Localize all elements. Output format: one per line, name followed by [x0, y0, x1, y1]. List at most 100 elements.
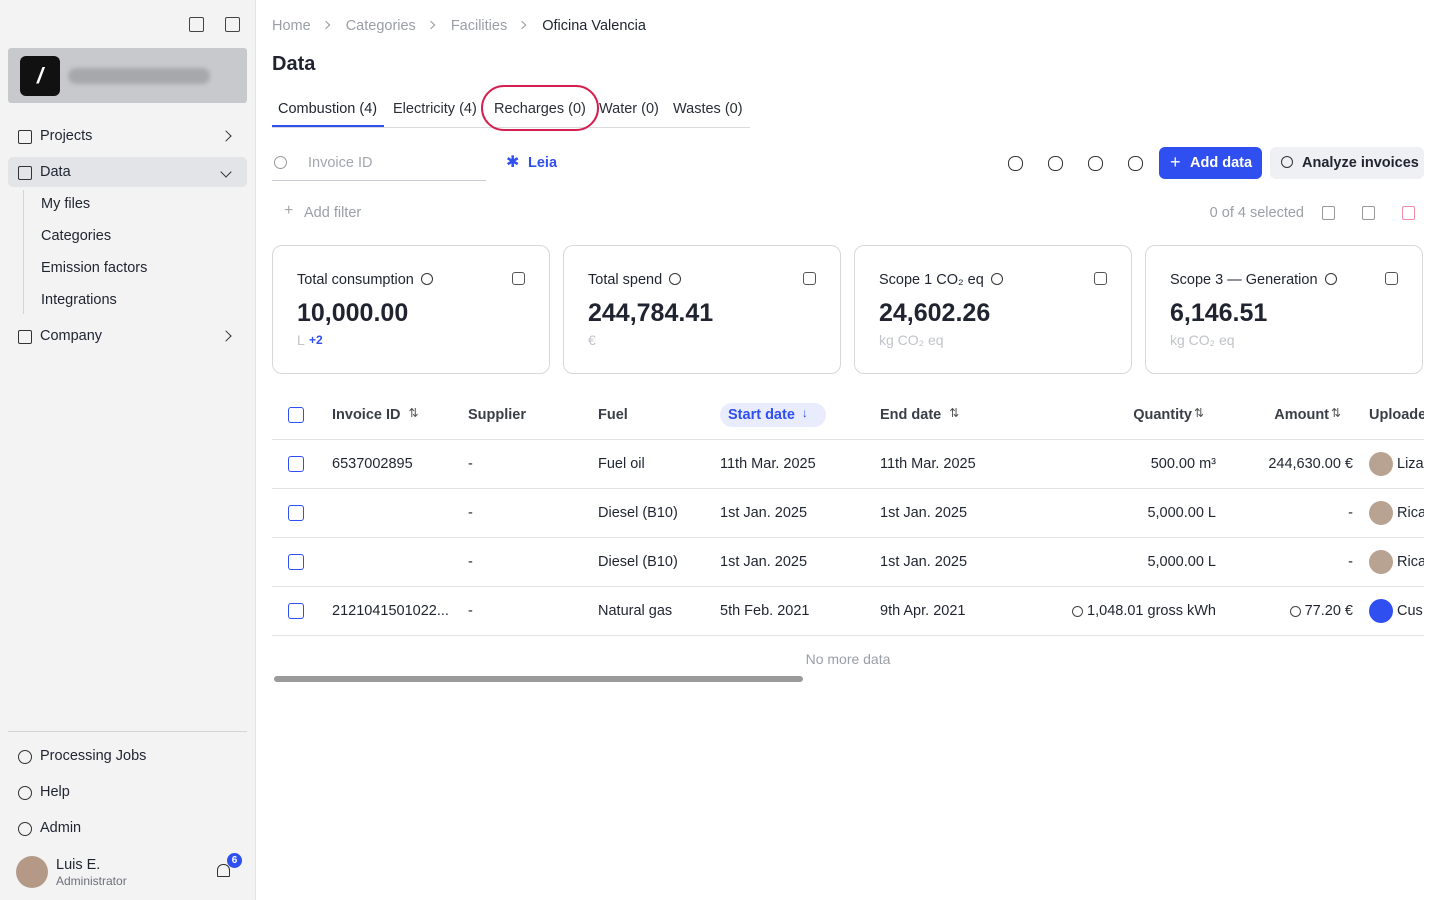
- kpi-card: [563, 245, 841, 374]
- column-header[interactable]: Quantity: [1133, 407, 1192, 423]
- highlight-ring: [481, 85, 599, 131]
- breadcrumb-item: Oficina Valencia: [542, 18, 646, 34]
- cell: 5,000.00 L: [1147, 505, 1216, 521]
- info-icon: [1324, 273, 1337, 285]
- column-header[interactable]: Amount: [1274, 407, 1329, 423]
- checkbox[interactable]: [288, 407, 304, 423]
- column-header[interactable]: Fuel: [598, 407, 628, 423]
- cell: 1st Jan. 2025: [720, 554, 808, 570]
- cell: -: [468, 505, 473, 521]
- action-icon[interactable]: [1322, 206, 1335, 220]
- card-title: Total consumption: [297, 272, 414, 288]
- column-header[interactable]: Invoice ID: [332, 407, 401, 423]
- info-icon: [990, 273, 1003, 285]
- cell: 11th Mar. 2025: [720, 456, 816, 472]
- tab[interactable]: Water (0): [599, 101, 659, 117]
- nav-item[interactable]: Company: [40, 328, 103, 344]
- logo: /: [20, 56, 60, 96]
- cell: 1st Jan. 2025: [880, 505, 968, 521]
- checkbox[interactable]: [288, 505, 304, 521]
- sort-icon: ⇅: [408, 406, 419, 420]
- sort-icon: ↓: [801, 406, 808, 420]
- card-icon: [1385, 272, 1398, 285]
- cell: Natural gas: [598, 603, 673, 619]
- checkbox[interactable]: [288, 554, 304, 570]
- column-header[interactable]: Uploade: [1369, 407, 1427, 423]
- add-filter[interactable]: Add filter: [304, 205, 362, 221]
- nav-item[interactable]: Processing Jobs: [40, 748, 147, 764]
- cell: 77.20 €: [1304, 603, 1353, 619]
- nav-icon: [18, 130, 32, 144]
- column-header[interactable]: Supplier: [468, 407, 527, 423]
- cell: Rica: [1397, 505, 1427, 521]
- plus: +: [1170, 152, 1181, 172]
- checkbox[interactable]: [288, 603, 304, 619]
- cell: Diesel (B10): [598, 554, 678, 570]
- card-extra[interactable]: +2: [309, 333, 323, 347]
- tool-icon[interactable]: [1048, 156, 1063, 171]
- tool-icon[interactable]: [1128, 156, 1143, 171]
- logo-box: /: [8, 48, 247, 103]
- leia-icon: ✱: [506, 154, 520, 171]
- card-value: 10,000.00: [297, 299, 409, 327]
- column-header[interactable]: Start date: [728, 407, 795, 423]
- leia-button[interactable]: Leia: [528, 155, 558, 171]
- card-icon: [803, 272, 816, 285]
- nav-item[interactable]: Data: [40, 164, 71, 180]
- checkbox[interactable]: [288, 456, 304, 472]
- cell: -: [1348, 554, 1353, 570]
- card-unit: kg CO₂ eq: [1170, 332, 1235, 348]
- breadcrumb-sep: [426, 20, 436, 30]
- breadcrumb-item[interactable]: Categories: [345, 18, 416, 34]
- avatar: [1369, 599, 1393, 623]
- cell: 6537002895: [332, 456, 413, 472]
- scrollbar: [274, 676, 803, 682]
- nav-item[interactable]: Projects: [40, 128, 93, 144]
- nav-item[interactable]: Help: [40, 784, 70, 800]
- avatar: [1369, 452, 1393, 476]
- breadcrumb-sep: [321, 20, 330, 30]
- column-header[interactable]: End date: [880, 407, 942, 423]
- analyze-button-label[interactable]: Analyze invoices: [1302, 155, 1419, 171]
- action-icon[interactable]: [1362, 206, 1375, 220]
- header-line: [272, 439, 1424, 440]
- info-icon: [420, 273, 433, 285]
- sub-nav-item[interactable]: Integrations: [41, 292, 117, 308]
- user-name: Luis E.: [56, 857, 101, 873]
- add-button-label[interactable]: Add data: [1190, 155, 1253, 171]
- sub-nav-item[interactable]: My files: [41, 196, 91, 212]
- breadcrumb-item[interactable]: Facilities: [450, 18, 508, 34]
- tab[interactable]: Electricity (4): [393, 101, 477, 117]
- tab[interactable]: Wastes (0): [673, 101, 743, 117]
- breadcrumb-item[interactable]: Home: [272, 18, 311, 34]
- cell: Diesel (B10): [598, 505, 678, 521]
- tab[interactable]: Recharges (0): [494, 101, 586, 117]
- cell: 1st Jan. 2025: [720, 505, 808, 521]
- sub-nav-item[interactable]: Emission factors: [41, 260, 148, 276]
- nav-item[interactable]: Admin: [40, 820, 82, 836]
- analyze-icon: [1281, 156, 1293, 168]
- add-button[interactable]: [1159, 147, 1262, 179]
- plus: +: [284, 202, 294, 219]
- action-icon[interactable]: [1402, 206, 1415, 220]
- search-input[interactable]: Invoice ID: [308, 155, 373, 171]
- tool-icon[interactable]: [1088, 156, 1103, 171]
- cell: 1,048.01 gross kWh: [1087, 603, 1216, 619]
- cell: Rica: [1397, 554, 1427, 570]
- tabs-line: [272, 127, 750, 128]
- toolbar-icon: [189, 17, 204, 32]
- analyze-button[interactable]: [1270, 147, 1424, 179]
- cell: 1st Jan. 2025: [880, 554, 968, 570]
- breadcrumb-sep: [517, 20, 527, 30]
- sort-icon: ⇅: [949, 406, 960, 420]
- selection-count: 0 of 4 selected: [1209, 205, 1304, 221]
- nav-highlight: [8, 157, 247, 187]
- sub-line: [23, 190, 24, 314]
- info-icon: [669, 273, 682, 285]
- empty-note: No more data: [805, 651, 891, 667]
- tab[interactable]: Combustion (4): [278, 101, 378, 117]
- kpi-card: [272, 245, 550, 374]
- sub-nav-item[interactable]: Categories: [41, 228, 112, 244]
- tool-icon[interactable]: [1008, 156, 1023, 171]
- cell: -: [468, 554, 473, 570]
